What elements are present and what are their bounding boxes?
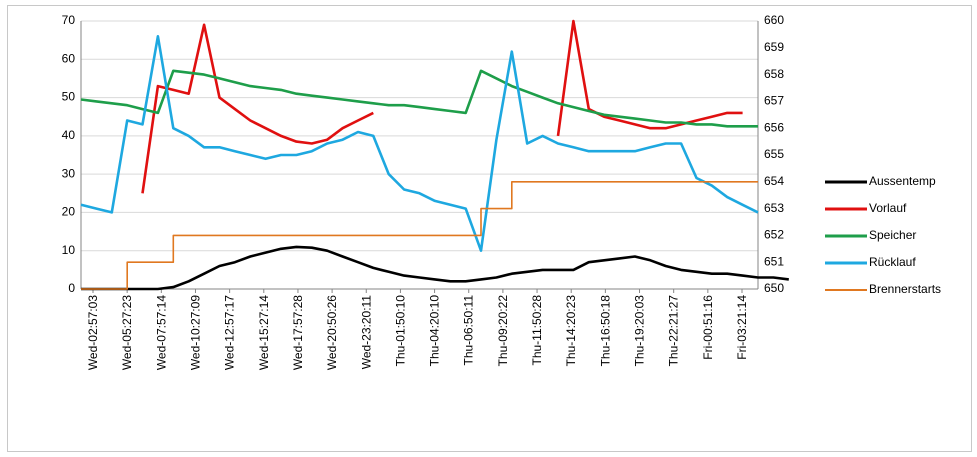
series-line-speicher (80, 69, 758, 128)
x-axis: Wed-02:57:03 Wed-05:27:23 Wed-07:57:14 Wed-… (81, 288, 758, 370)
x-tick-label: Thu-14:20:23 (564, 295, 578, 367)
x-tick-label: Thu-09:20:22 (496, 295, 510, 367)
line-chart: 0 10 20 30 40 50 60 70 650 651 652 653 654 655 656 657… (62, 13, 941, 370)
y2-tick-label: 650 (764, 281, 784, 295)
y2-tick-label: 656 (764, 120, 784, 134)
y-tick-label: 0 (68, 281, 75, 295)
y-tick-label: 10 (62, 243, 76, 257)
y-tick-label: 70 (62, 13, 76, 27)
y2-tick-label: 658 (764, 67, 784, 81)
legend-label-vorlauf: Vorlauf (869, 201, 907, 215)
y-axis-right: 650 651 652 653 654 655 656 657 658 659 660 (757, 13, 784, 295)
x-tick-label: Thu-19:20:03 (633, 295, 647, 367)
x-tick-label: Thu-16:50:18 (598, 295, 612, 367)
y2-tick-label: 655 (764, 147, 784, 161)
x-tick-label: Thu-11:50:28 (530, 295, 544, 366)
x-tick-label: Thu-01:50:10 (393, 295, 407, 367)
series-line-r-cklauf (80, 35, 759, 252)
y-tick-label: 30 (62, 166, 76, 180)
y2-tick-label: 660 (764, 13, 784, 27)
y-tick-label: 20 (62, 205, 76, 219)
y-tick-label: 50 (62, 90, 76, 104)
x-tick-label: Thu-22:21:27 (667, 295, 681, 367)
x-tick-label: Fri-03:21:14 (735, 295, 749, 360)
series-line-vorlauf (141, 19, 743, 194)
legend-label-brennerstarts: Brennerstarts (869, 282, 941, 296)
series-line-aussentemp (81, 245, 789, 291)
gridlines (81, 20, 758, 290)
y2-tick-label: 653 (764, 201, 784, 215)
y2-tick-label: 657 (764, 94, 784, 108)
x-tick-label: Wed-05:27:23 (120, 295, 134, 370)
x-tick-label: Wed-12:57:17 (223, 295, 237, 370)
y2-tick-label: 651 (764, 254, 784, 268)
chart-frame: 0 10 20 30 40 50 60 70 650 651 652 653 654 655 656 657… (7, 5, 972, 452)
y-tick-label: 60 (62, 51, 76, 65)
y2-tick-label: 654 (764, 174, 784, 188)
legend: Aussentemp Vorlauf Speicher Rücklauf Brenner… (825, 174, 941, 296)
x-tick-label: Wed-20:50:26 (325, 295, 339, 370)
legend-label-aussentemp: Aussentemp (869, 174, 936, 188)
legend-label-speicher: Speicher (869, 228, 916, 242)
x-tick-label: Wed-15:27:14 (257, 295, 271, 370)
series-lines (80, 19, 789, 291)
x-tick-label: Fri-00:51:16 (701, 295, 715, 360)
x-tick-label: Wed-07:57:14 (154, 295, 168, 370)
series-line-brennerstarts (81, 181, 758, 290)
x-tick-label: Thu-04:20:10 (428, 295, 442, 367)
x-tick-label: Thu-06:50:11 (462, 295, 476, 366)
y2-tick-label: 659 (764, 40, 784, 54)
x-tick-label: Wed-23:20:11 (359, 295, 373, 370)
y-axis-left: 0 10 20 30 40 50 60 70 (62, 13, 82, 295)
legend-label-r-cklauf: Rücklauf (869, 255, 916, 269)
x-tick-label: Wed-02:57:03 (86, 295, 100, 370)
x-tick-label: Wed-17:57:28 (291, 295, 305, 370)
y2-tick-label: 652 (764, 228, 784, 242)
x-tick-label: Wed-10:27:09 (188, 295, 202, 370)
y-tick-label: 40 (62, 128, 76, 142)
